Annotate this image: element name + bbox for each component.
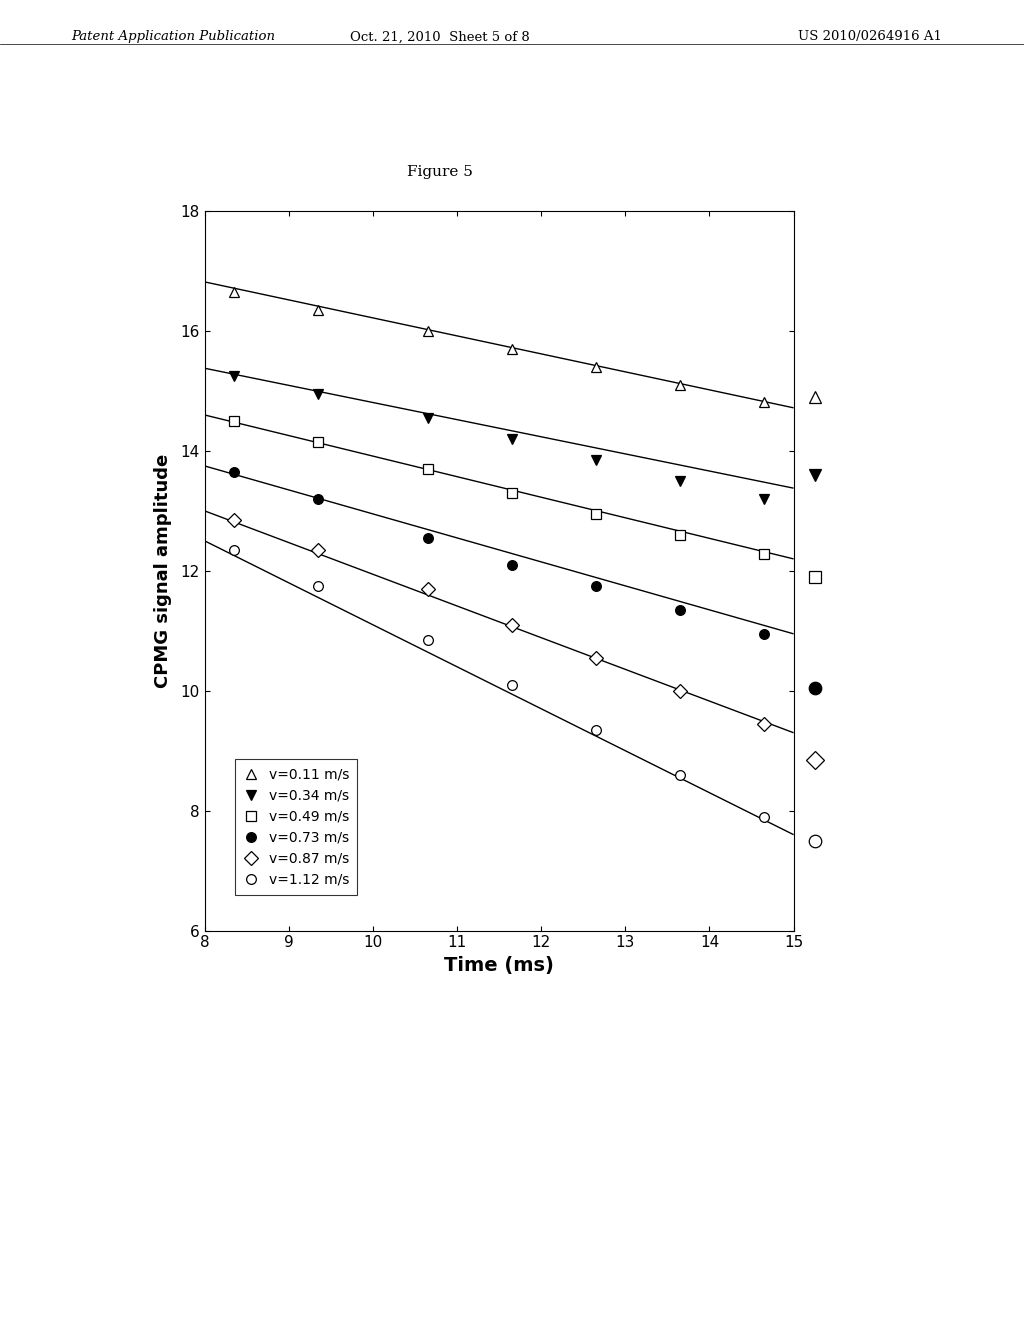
Text: US 2010/0264916 A1: US 2010/0264916 A1 [798, 30, 942, 44]
Legend: v=0.11 m/s, v=0.34 m/s, v=0.49 m/s, v=0.73 m/s, v=0.87 m/s, v=1.12 m/s: v=0.11 m/s, v=0.34 m/s, v=0.49 m/s, v=0.… [236, 759, 357, 895]
Text: Patent Application Publication: Patent Application Publication [72, 30, 275, 44]
Text: Oct. 21, 2010  Sheet 5 of 8: Oct. 21, 2010 Sheet 5 of 8 [350, 30, 530, 44]
Y-axis label: CPMG signal amplitude: CPMG signal amplitude [155, 454, 172, 688]
Text: Figure 5: Figure 5 [408, 165, 473, 180]
X-axis label: Time (ms): Time (ms) [444, 956, 554, 975]
